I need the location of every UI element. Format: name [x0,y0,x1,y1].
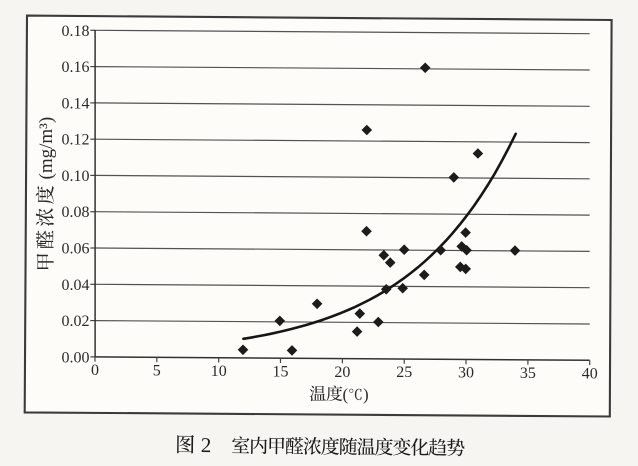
svg-text:0.10: 0.10 [62,168,90,185]
svg-text:0.12: 0.12 [62,132,90,149]
svg-text:): ) [363,385,369,404]
svg-text:0.18: 0.18 [62,23,90,40]
svg-text:0.04: 0.04 [62,277,90,294]
svg-text:0.00: 0.00 [62,349,90,366]
svg-text:0.16: 0.16 [62,59,90,76]
svg-text:20: 20 [334,364,350,381]
svg-text:2: 2 [201,433,212,457]
svg-text:40: 40 [582,366,598,383]
svg-text:25: 25 [396,364,412,381]
svg-text:30: 30 [458,365,474,382]
svg-text:5: 5 [153,363,161,380]
svg-text:(mg/m³): (mg/m³) [36,117,57,180]
svg-text:15: 15 [273,363,289,380]
svg-text:0.06: 0.06 [62,241,90,258]
svg-text:0.02: 0.02 [62,313,90,330]
svg-text:0.14: 0.14 [62,95,90,112]
svg-text:(: ( [343,385,349,404]
svg-text:35: 35 [520,365,536,382]
svg-text:0.08: 0.08 [62,204,90,221]
svg-text:10: 10 [211,363,227,380]
svg-text:0: 0 [91,362,99,379]
